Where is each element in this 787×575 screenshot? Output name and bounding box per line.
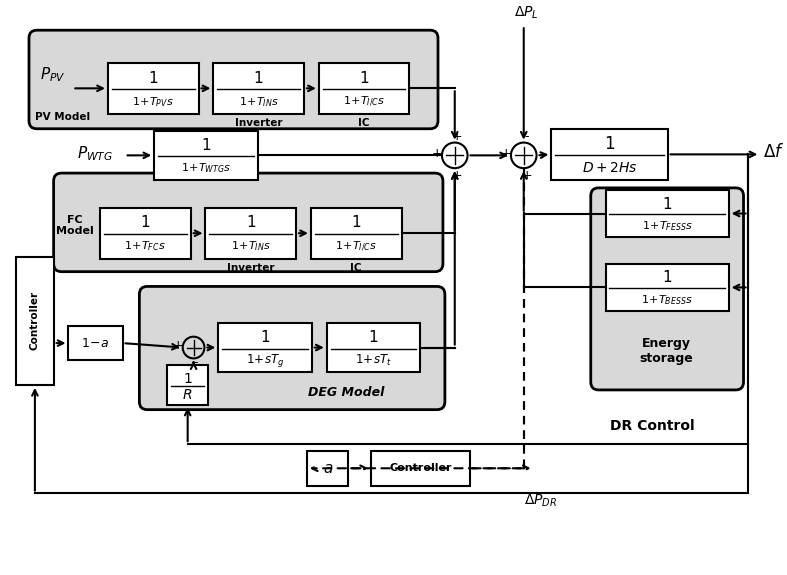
Text: $1\!-\!a$: $1\!-\!a$: [82, 336, 109, 350]
Text: -: -: [524, 130, 529, 143]
Text: 1: 1: [663, 197, 672, 212]
Bar: [605, 190, 729, 237]
FancyBboxPatch shape: [139, 286, 445, 409]
Text: Controller: Controller: [389, 463, 452, 473]
Bar: [213, 63, 304, 114]
Bar: [167, 365, 209, 405]
Text: $P_{PV}$: $P_{PV}$: [40, 65, 65, 84]
Text: $1\!+\!T_{IN}s$: $1\!+\!T_{IN}s$: [238, 95, 279, 109]
Text: 1: 1: [254, 71, 264, 86]
Text: 1: 1: [663, 270, 672, 285]
Bar: [154, 131, 257, 180]
Text: $1\!+\!T_{PV}s$: $1\!+\!T_{PV}s$: [132, 95, 174, 109]
Text: 1: 1: [360, 71, 369, 86]
Text: Inverter: Inverter: [235, 118, 283, 128]
Bar: [108, 63, 198, 114]
Text: DEG Model: DEG Model: [309, 386, 385, 400]
Text: IC: IC: [358, 118, 370, 128]
Text: +: +: [432, 147, 442, 160]
Text: 1: 1: [351, 216, 361, 231]
Text: $R$: $R$: [183, 388, 193, 402]
FancyBboxPatch shape: [29, 30, 438, 129]
Text: $\Delta P_{DR}$: $\Delta P_{DR}$: [523, 492, 557, 508]
Text: DR Control: DR Control: [610, 419, 694, 434]
Bar: [307, 451, 349, 485]
Bar: [319, 63, 409, 114]
Text: a: a: [323, 461, 332, 476]
Text: PV Model: PV Model: [35, 112, 90, 122]
Bar: [100, 208, 190, 259]
Text: -: -: [194, 356, 198, 369]
Text: IC: IC: [350, 263, 362, 273]
Bar: [605, 264, 729, 311]
Bar: [371, 451, 470, 485]
Text: 1: 1: [260, 330, 270, 345]
Bar: [552, 129, 667, 180]
Text: $1\!+\!sT_g$: $1\!+\!sT_g$: [246, 352, 284, 369]
Text: 1: 1: [246, 216, 256, 231]
Text: +: +: [521, 168, 532, 182]
Text: $1\!+\!T_{WTG}s$: $1\!+\!T_{WTG}s$: [181, 161, 231, 175]
Bar: [218, 323, 312, 372]
Bar: [311, 208, 401, 259]
Bar: [17, 257, 54, 385]
FancyBboxPatch shape: [591, 188, 744, 390]
Text: Controller: Controller: [30, 292, 40, 351]
Text: +: +: [452, 168, 462, 182]
Text: $1\!+\!T_{BESS}s$: $1\!+\!T_{BESS}s$: [641, 293, 693, 306]
Text: $1\!+\!T_{I/C}s$: $1\!+\!T_{I/C}s$: [335, 240, 377, 254]
Text: +: +: [172, 339, 183, 352]
FancyBboxPatch shape: [54, 173, 443, 271]
Bar: [327, 323, 420, 372]
Text: Energy
storage: Energy storage: [640, 336, 693, 365]
Text: $1\!+\!T_{FC}s$: $1\!+\!T_{FC}s$: [124, 240, 166, 254]
Text: 1: 1: [201, 138, 211, 153]
Text: 1: 1: [368, 330, 379, 345]
Text: Inverter: Inverter: [227, 263, 275, 273]
Text: $D+2Hs$: $D+2Hs$: [582, 160, 637, 175]
Text: $1\!+\!T_{I/C}s$: $1\!+\!T_{I/C}s$: [343, 95, 385, 109]
Bar: [205, 208, 296, 259]
Text: $\Delta P_L$: $\Delta P_L$: [515, 4, 539, 21]
Text: FC
Model: FC Model: [57, 214, 94, 236]
Text: +: +: [452, 130, 462, 143]
Text: 1: 1: [140, 216, 150, 231]
Text: +: +: [501, 147, 512, 160]
Text: $\Delta f$: $\Delta f$: [763, 143, 785, 162]
Text: $1\!+\!sT_t$: $1\!+\!sT_t$: [355, 353, 392, 368]
Text: $P_{WTG}$: $P_{WTG}$: [77, 144, 113, 163]
Text: 1: 1: [604, 135, 615, 153]
Text: 1: 1: [183, 372, 192, 386]
Bar: [68, 326, 123, 361]
Text: 1: 1: [149, 71, 158, 86]
Text: $1\!+\!T_{IN}s$: $1\!+\!T_{IN}s$: [231, 240, 271, 254]
Text: $1\!+\!T_{FESS}s$: $1\!+\!T_{FESS}s$: [641, 219, 693, 233]
